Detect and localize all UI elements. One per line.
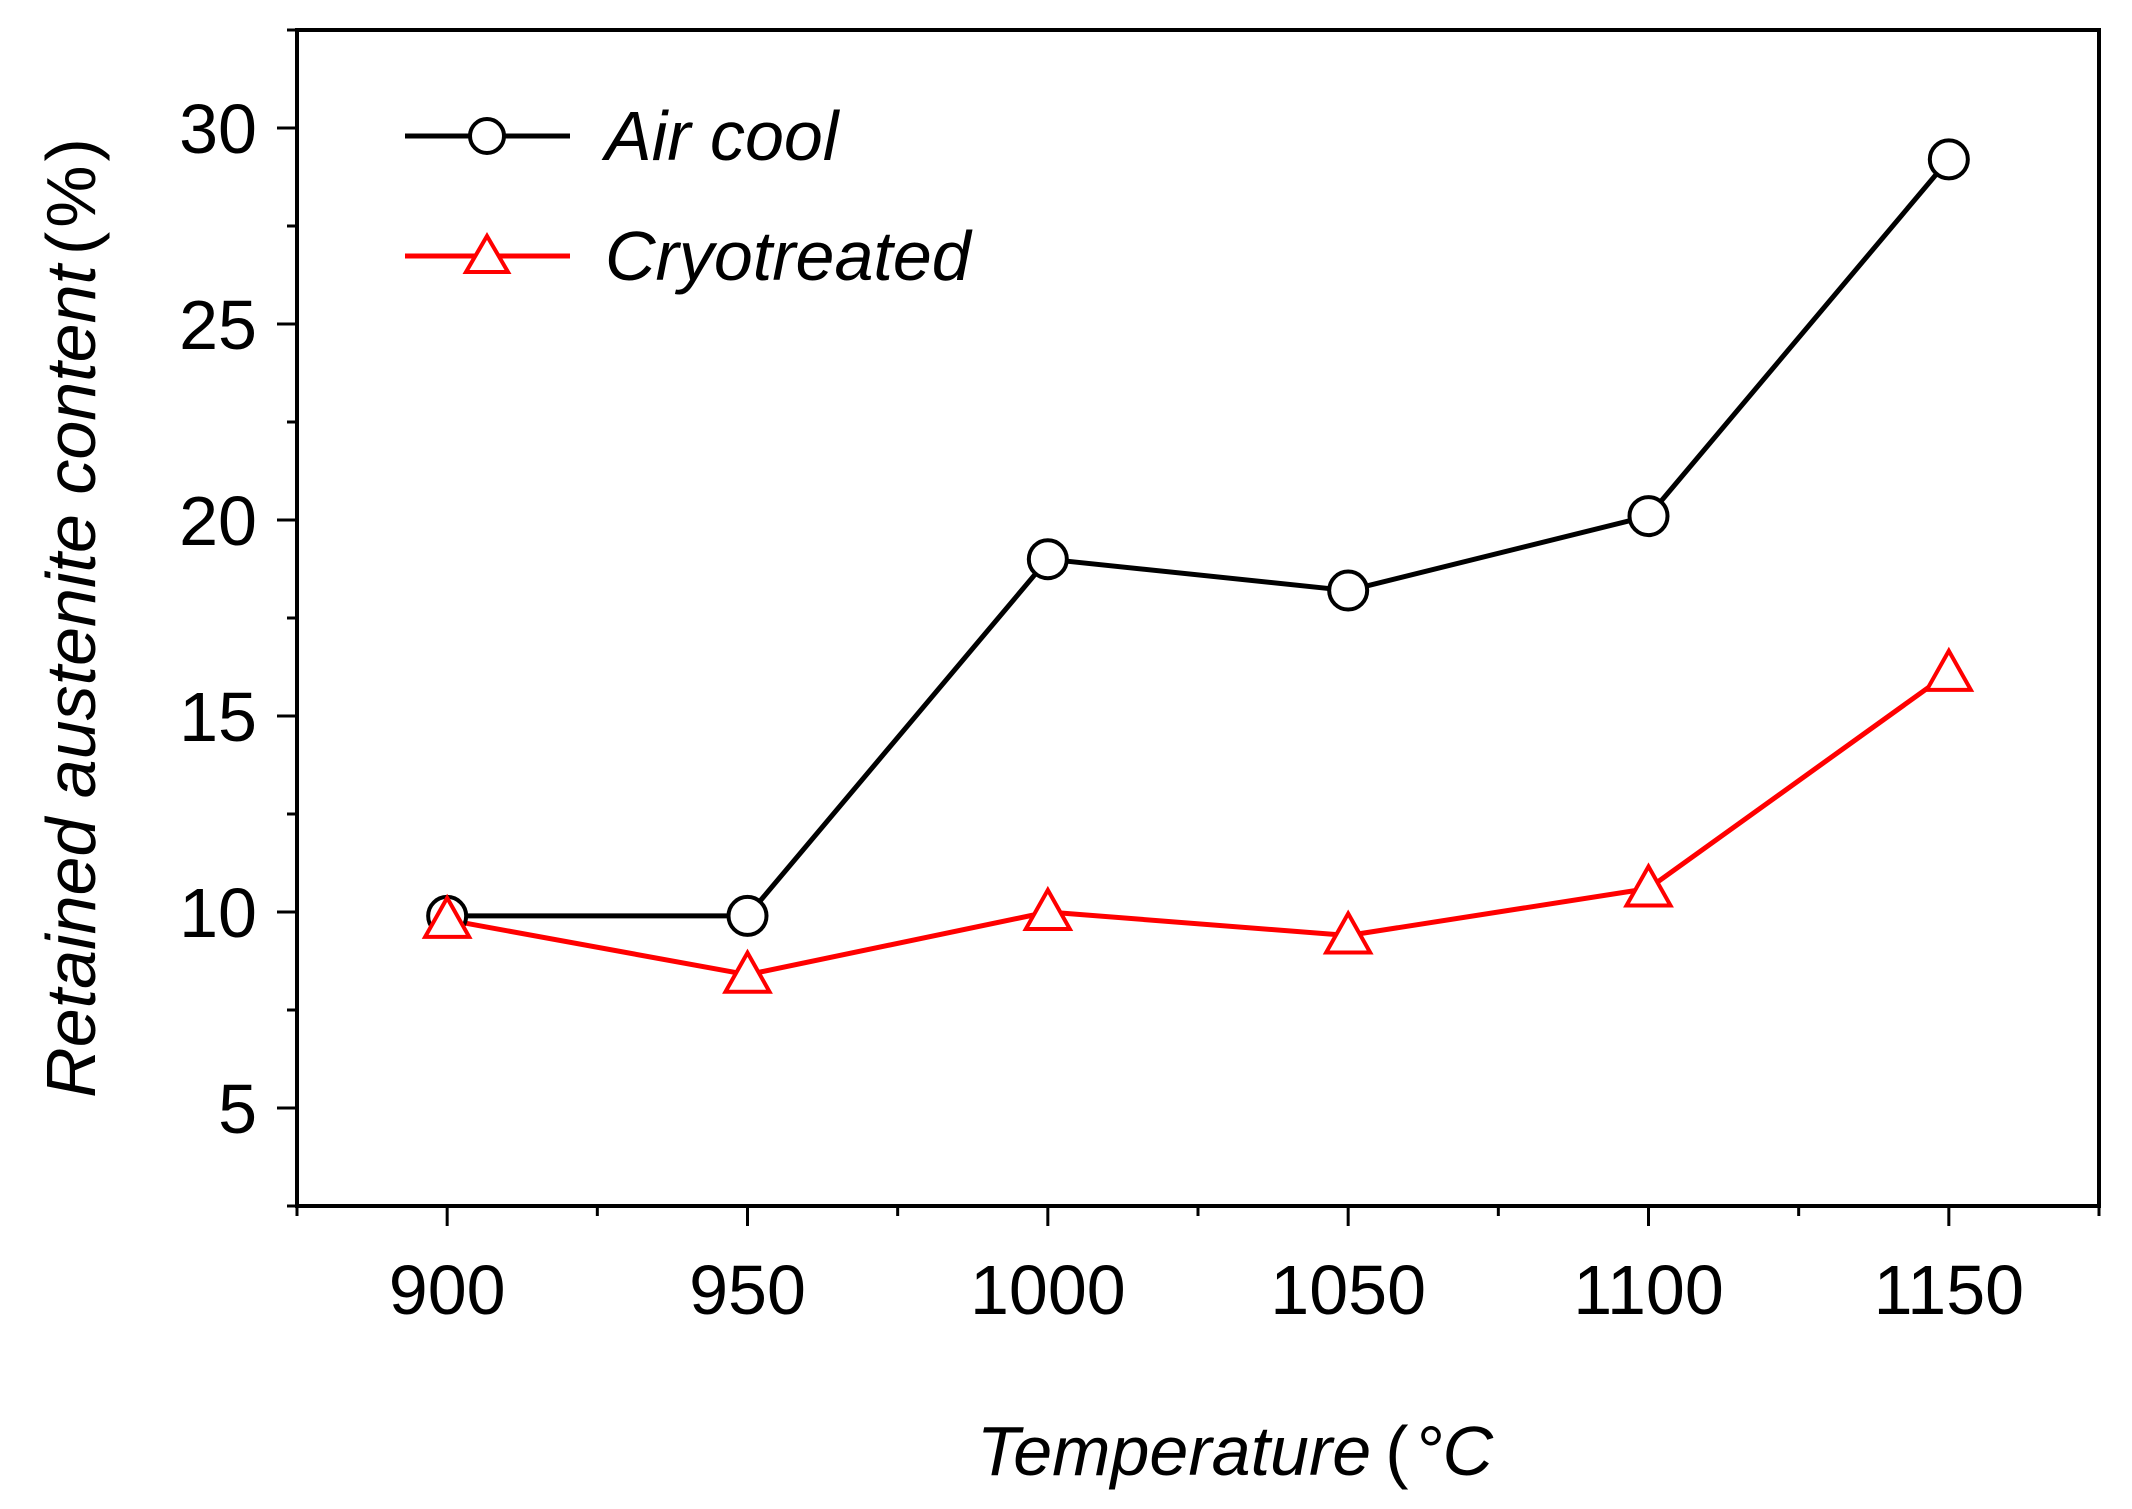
data-point-cryotreated: [1322, 909, 1374, 955]
series-line-cryotreated: [446, 670, 1951, 978]
major-ticks: [277, 126, 1951, 1226]
y-axis-title-unit: %: [32, 165, 110, 227]
series-line-air-cool: [447, 157, 1951, 919]
minor-ticks: [287, 28, 2101, 1216]
series-markers: [421, 138, 1975, 994]
y-axis-title-main: Retained austenite content: [32, 262, 110, 1097]
data-point-air-cool: [1927, 138, 1970, 181]
legend: Air cool Cryotreated: [405, 97, 973, 295]
x-axis-title: Temperature (°C: [977, 1412, 1494, 1490]
legend-label-cryotreated: Cryotreated: [605, 217, 973, 295]
data-point-air-cool: [1327, 569, 1370, 612]
x-tick-label: 1100: [1573, 1251, 1724, 1329]
legend-label-air-cool: Air cool: [601, 97, 841, 175]
data-point-air-cool: [1627, 495, 1670, 538]
y-tick-label: 20: [179, 482, 257, 560]
legend-marker-air-cool: [468, 117, 506, 155]
plot-frame: [295, 28, 2101, 1208]
y-tick-label: 5: [218, 1070, 257, 1148]
data-point-cryotreated: [722, 948, 773, 994]
x-tick-label: 1150: [1874, 1251, 2025, 1329]
x-axis-title-open: (: [1385, 1412, 1408, 1490]
x-axis-title-main: Temperature: [977, 1412, 1371, 1490]
data-point-air-cool: [1026, 538, 1069, 581]
series-lines: [446, 157, 1951, 978]
x-axis-title-unit: °C: [1415, 1412, 1494, 1490]
data-point-cryotreated: [1022, 885, 1074, 931]
data-point-cryotreated: [421, 893, 473, 939]
data-point-cryotreated: [1923, 646, 1975, 692]
y-tick-label: 25: [179, 286, 257, 364]
y-tick-label: 15: [179, 678, 257, 756]
x-tick-labels: 900 950 1000 1050 1100 1150: [389, 1251, 2024, 1329]
x-tick-label: 900: [389, 1251, 506, 1329]
y-axis-title: Retained austenite content (%): [32, 138, 110, 1098]
y-tick-labels: 5 10 15 20 25 30: [179, 90, 257, 1148]
x-tick-label: 1050: [1270, 1251, 1426, 1329]
legend-marker-cryotreated: [462, 232, 512, 274]
y-tick-label: 30: [179, 90, 257, 168]
x-tick-label: 950: [689, 1251, 806, 1329]
data-point-air-cool: [726, 894, 769, 937]
y-tick-label: 10: [179, 874, 257, 952]
y-axis-title-open: (: [32, 232, 110, 255]
x-tick-label: 1000: [970, 1251, 1126, 1329]
y-axis-title-close: ): [32, 138, 110, 161]
data-point-cryotreated: [1623, 862, 1674, 908]
